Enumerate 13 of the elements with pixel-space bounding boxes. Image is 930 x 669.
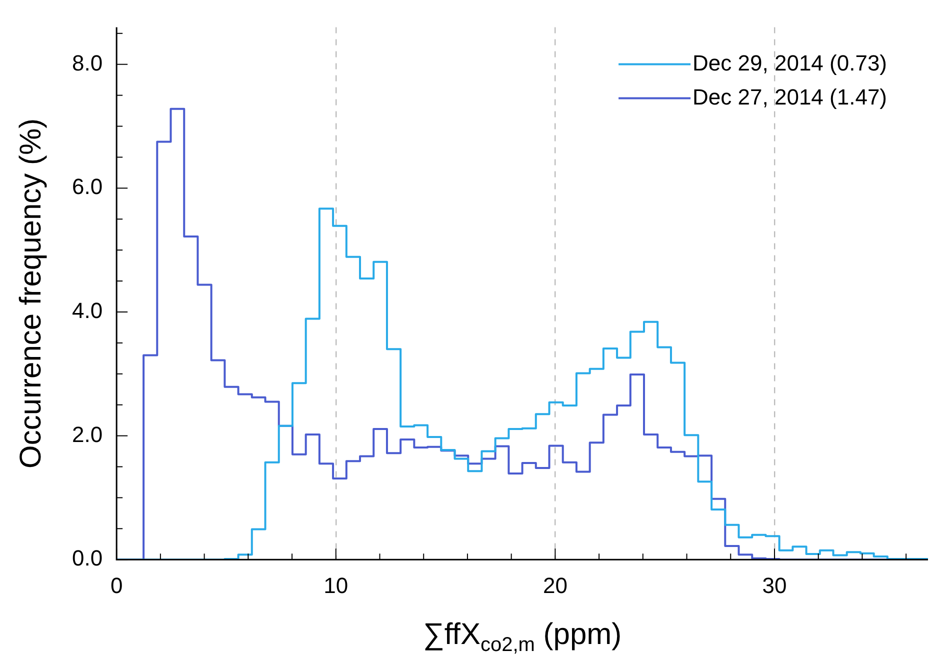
legend-label: Dec 29, 2014 (0.73) — [692, 50, 888, 76]
x-tick-label: 0 — [110, 572, 123, 598]
y-tick-label: 8.0 — [72, 50, 103, 76]
y-tick-label: 2.0 — [72, 422, 103, 447]
y-axis-title: Occurrence frequency (%) — [14, 118, 48, 468]
y-tick-label: 6.0 — [72, 174, 103, 200]
y-tick-label: 4.0 — [72, 298, 103, 324]
legend-label: Dec 27, 2014 (1.47) — [692, 84, 888, 110]
x-tick-label: 30 — [762, 572, 787, 598]
y-tick-label: 0.0 — [72, 546, 103, 571]
x-tick-label: 10 — [324, 572, 348, 598]
x-axis-title: ∑ffX$_{co2,m}$ (ppm) — [422, 618, 622, 657]
x-tick-label: 20 — [542, 572, 568, 598]
